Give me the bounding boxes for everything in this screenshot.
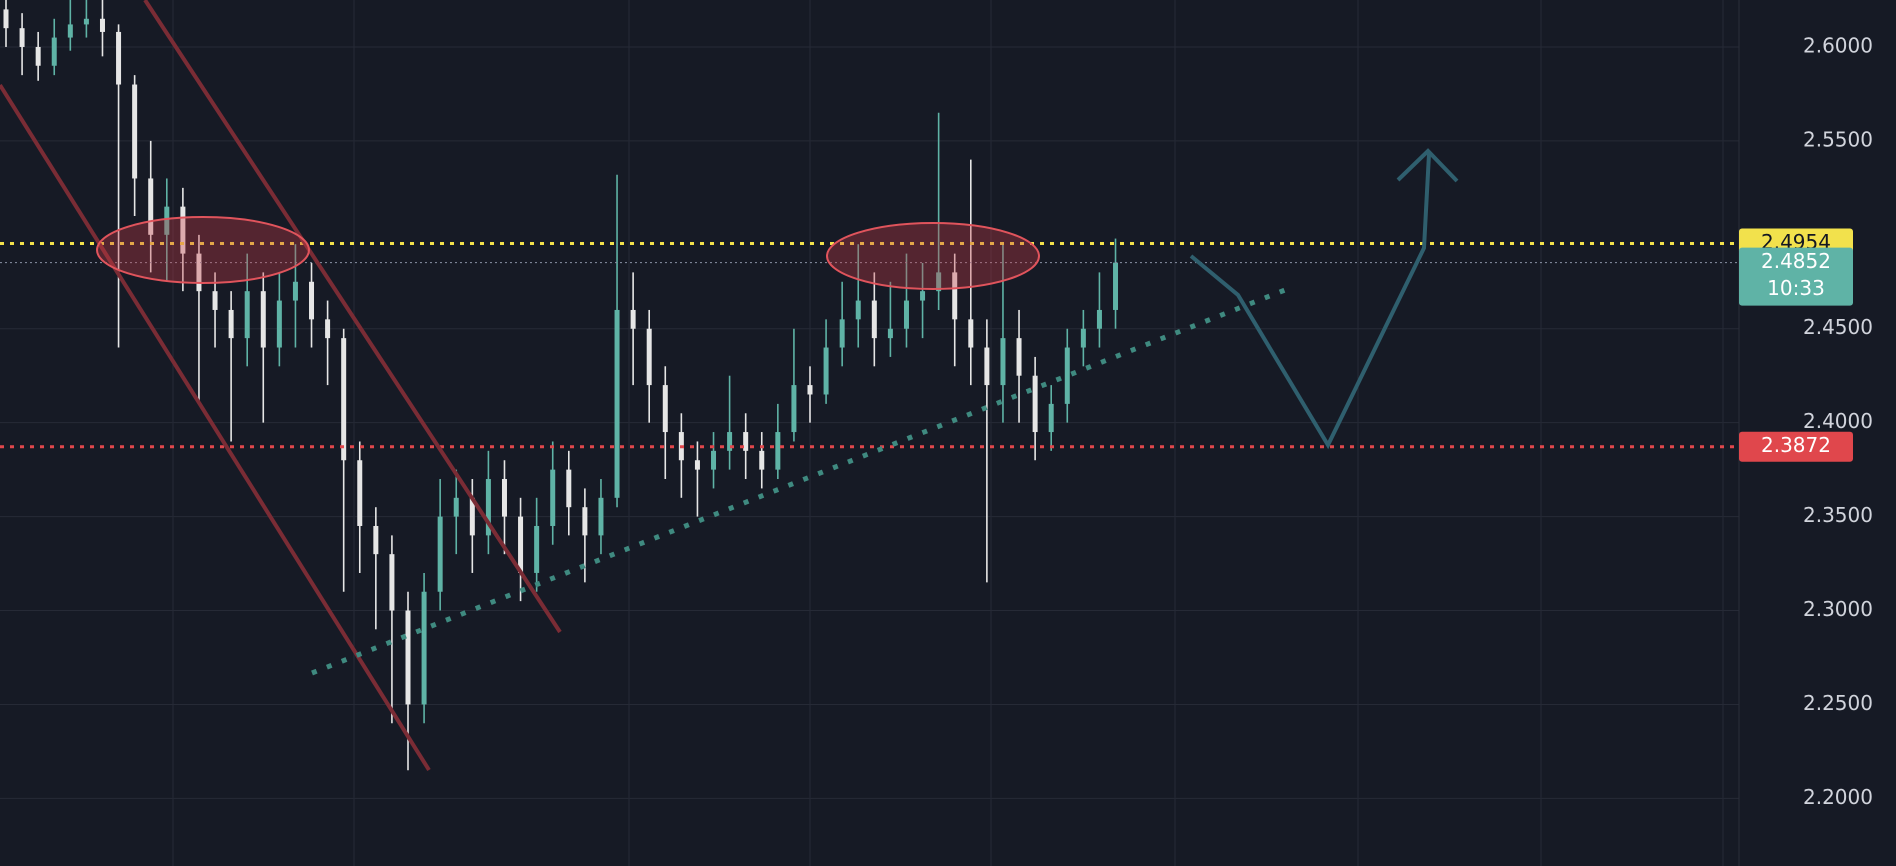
candle-body bbox=[839, 319, 845, 348]
time-grid bbox=[172, 0, 1724, 866]
candle-body bbox=[67, 24, 73, 38]
candle-body bbox=[920, 291, 926, 301]
candle-body bbox=[1080, 328, 1086, 348]
y-tick-label: 2.6000 bbox=[1803, 33, 1873, 57]
candle-body bbox=[228, 309, 234, 339]
price-label-box bbox=[1739, 247, 1853, 306]
price-label-box bbox=[1739, 431, 1853, 462]
candle-body bbox=[775, 432, 781, 470]
candle-body bbox=[727, 432, 733, 451]
arrow-head bbox=[1396, 148, 1459, 183]
candle-body bbox=[405, 610, 411, 705]
candle-body bbox=[936, 272, 942, 292]
candle-body bbox=[518, 516, 524, 573]
highlight-ellipse bbox=[96, 216, 310, 284]
candle-body bbox=[855, 300, 861, 320]
y-tick-label: 2.4000 bbox=[1803, 409, 1873, 433]
candle-body bbox=[469, 497, 475, 536]
candle-body bbox=[1064, 347, 1070, 404]
candle-body bbox=[534, 525, 540, 573]
candle-body bbox=[99, 18, 105, 32]
axis-labels: 2.2000 2.2500 2.3000 2.3500 2.4000 2.4500 2.55… bbox=[1739, 33, 1873, 809]
drawings bbox=[0, 0, 1459, 772]
candle-body bbox=[566, 469, 572, 508]
candle-body bbox=[3, 9, 9, 29]
candle-body bbox=[51, 37, 57, 66]
candle-body bbox=[164, 206, 170, 235]
candle-body bbox=[148, 178, 154, 235]
candle-body bbox=[952, 272, 958, 320]
candle-body bbox=[19, 28, 25, 47]
candle-body bbox=[244, 291, 250, 339]
projection-path bbox=[1189, 153, 1431, 450]
candle-body bbox=[501, 479, 507, 517]
candle-body bbox=[807, 385, 813, 395]
y-tick-label: 2.3500 bbox=[1803, 503, 1873, 527]
candle-body bbox=[1032, 375, 1038, 433]
candle-body bbox=[646, 328, 652, 386]
y-tick-label: 2.2500 bbox=[1803, 691, 1873, 715]
candle-body bbox=[421, 591, 427, 705]
candle-body bbox=[35, 46, 41, 66]
candle-body bbox=[309, 281, 315, 320]
candle-body bbox=[743, 432, 749, 451]
candle-body bbox=[196, 253, 202, 292]
candle-body bbox=[1016, 338, 1022, 376]
candle-body bbox=[341, 338, 347, 461]
candle-body bbox=[357, 460, 363, 526]
candle-body bbox=[373, 525, 379, 555]
candle-body bbox=[550, 469, 556, 526]
candle-body bbox=[1096, 309, 1102, 329]
countdown-label: 10:33 bbox=[1767, 276, 1825, 300]
price-grid bbox=[0, 46, 1739, 799]
y-tick-label: 2.4500 bbox=[1803, 315, 1873, 339]
price-label: 2.4852 bbox=[1761, 249, 1831, 273]
candle-body bbox=[871, 300, 877, 339]
candle-body bbox=[711, 450, 717, 470]
candle-body bbox=[453, 497, 459, 517]
candle-body bbox=[614, 309, 620, 498]
candle-body bbox=[598, 497, 604, 536]
y-tick-label: 2.5500 bbox=[1803, 127, 1873, 151]
candle-body bbox=[662, 385, 668, 433]
candle-body bbox=[260, 291, 266, 348]
candle-body bbox=[887, 328, 893, 339]
candle-body bbox=[83, 18, 89, 25]
candle-body bbox=[1113, 262, 1119, 310]
candle-body bbox=[694, 460, 700, 470]
candle-body bbox=[212, 291, 218, 310]
candle-body bbox=[630, 309, 636, 329]
candle-body bbox=[1048, 403, 1054, 433]
candles bbox=[3, 0, 1119, 771]
candle-body bbox=[180, 206, 186, 254]
candle-body bbox=[759, 450, 765, 470]
price-label: 2.3872 bbox=[1761, 433, 1831, 457]
candle-body bbox=[984, 347, 990, 386]
candle-body bbox=[437, 516, 443, 592]
candle-body bbox=[823, 347, 829, 395]
candle-body bbox=[292, 281, 298, 301]
channel-line bbox=[143, 0, 562, 634]
candle-body bbox=[116, 31, 122, 85]
candle-body bbox=[389, 554, 395, 611]
candle-body bbox=[582, 507, 588, 536]
candle-body bbox=[903, 300, 909, 329]
candle-body bbox=[1000, 338, 1006, 386]
candle-body bbox=[132, 84, 138, 179]
candle-body bbox=[276, 300, 282, 348]
candle-body bbox=[968, 319, 974, 348]
highlight-ellipse bbox=[826, 222, 1040, 290]
y-tick-label: 2.2000 bbox=[1803, 785, 1873, 809]
candle-body bbox=[791, 385, 797, 433]
candle-body bbox=[325, 319, 331, 339]
y-tick-label: 2.3000 bbox=[1803, 597, 1873, 621]
candle-body bbox=[485, 479, 491, 536]
